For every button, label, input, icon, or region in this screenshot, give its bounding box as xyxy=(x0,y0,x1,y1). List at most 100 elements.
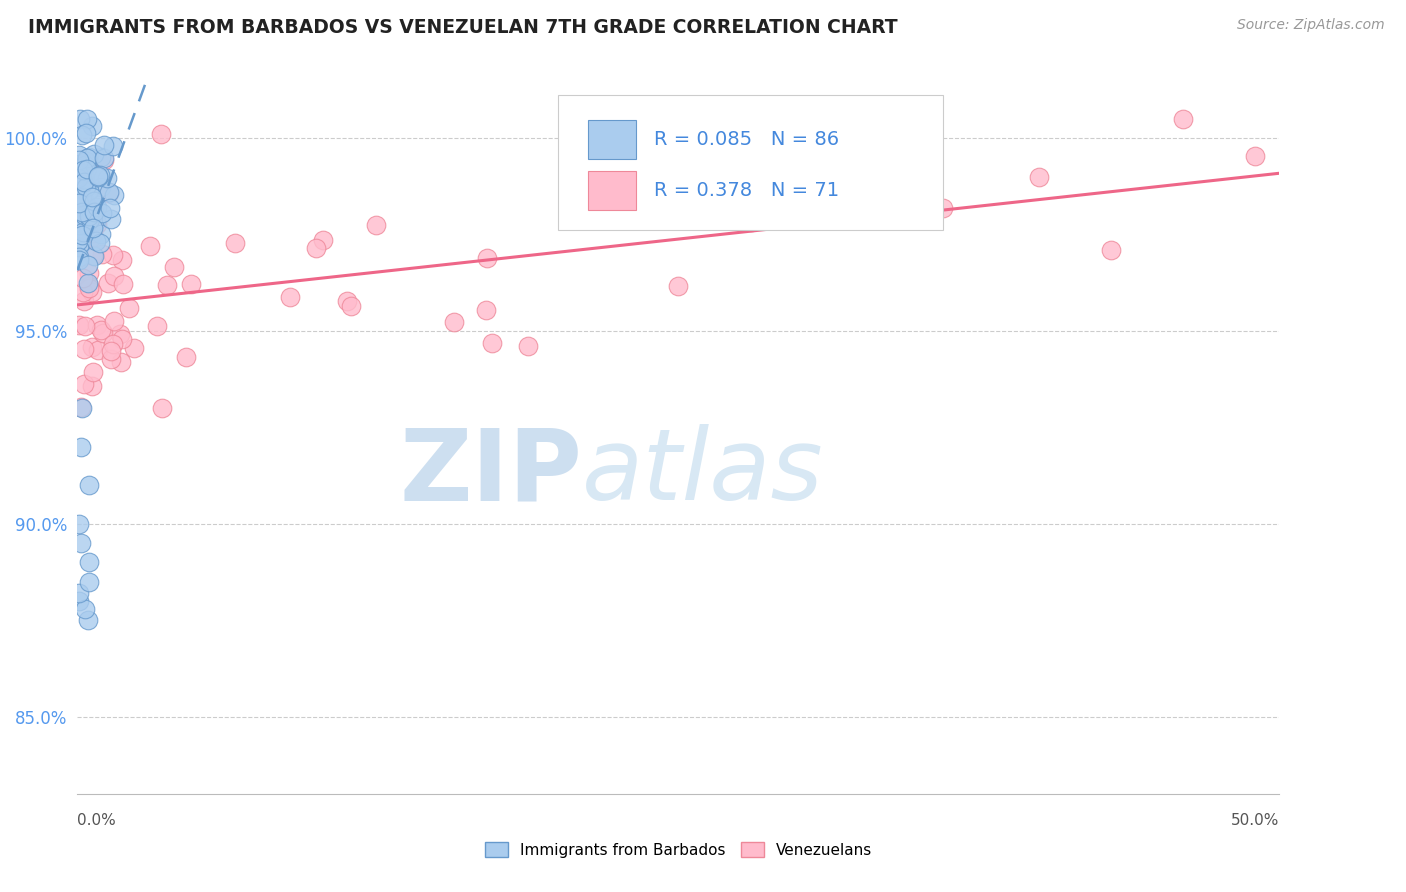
Point xyxy=(77,200,100,214)
Point xyxy=(80,189,103,203)
Point xyxy=(110,327,132,342)
Point xyxy=(96,171,118,186)
Point xyxy=(481,336,503,351)
Point xyxy=(70,204,93,219)
Point xyxy=(70,190,93,204)
Point xyxy=(103,314,125,328)
Point xyxy=(72,163,94,178)
Point xyxy=(91,206,114,220)
Point xyxy=(76,161,98,176)
Point xyxy=(82,119,104,133)
Point xyxy=(77,259,100,273)
Point xyxy=(103,187,125,202)
Text: atlas: atlas xyxy=(582,425,824,521)
Point xyxy=(1173,112,1195,126)
Point xyxy=(90,227,112,242)
Text: R = 0.378   N = 71: R = 0.378 N = 71 xyxy=(654,181,839,201)
Point xyxy=(111,277,134,292)
Point xyxy=(73,208,96,222)
Point xyxy=(932,201,955,215)
Point xyxy=(82,248,104,262)
Point xyxy=(67,252,90,267)
Point xyxy=(73,601,96,615)
Point xyxy=(77,279,100,293)
Point xyxy=(93,151,115,165)
Point xyxy=(82,220,104,235)
Point xyxy=(73,319,96,334)
Point xyxy=(72,161,94,175)
Point xyxy=(73,162,96,177)
Point xyxy=(97,277,120,291)
Point xyxy=(77,478,100,492)
Point xyxy=(73,172,96,186)
Point xyxy=(73,208,96,222)
Point xyxy=(475,302,498,317)
Point xyxy=(364,218,387,232)
Point xyxy=(66,166,89,180)
Point xyxy=(83,205,105,219)
Point xyxy=(477,252,499,266)
Point xyxy=(1099,243,1122,257)
Point xyxy=(443,315,465,329)
Point xyxy=(67,153,90,168)
Point xyxy=(163,260,186,274)
Point xyxy=(76,112,98,126)
Point xyxy=(787,200,810,214)
Point xyxy=(93,326,115,341)
Point xyxy=(79,211,101,226)
Point xyxy=(97,185,120,199)
Point xyxy=(66,211,89,225)
Point xyxy=(73,377,96,392)
FancyBboxPatch shape xyxy=(558,95,943,230)
Point xyxy=(86,169,108,184)
Point xyxy=(90,323,112,337)
Point xyxy=(72,128,94,142)
Point xyxy=(77,183,100,197)
Point xyxy=(66,187,89,202)
Text: ZIP: ZIP xyxy=(399,425,582,521)
Text: Source: ZipAtlas.com: Source: ZipAtlas.com xyxy=(1237,18,1385,32)
Point xyxy=(90,150,112,164)
Point xyxy=(67,196,90,211)
Point xyxy=(70,401,93,416)
Point xyxy=(86,200,108,214)
Point xyxy=(91,247,114,261)
Text: 50.0%: 50.0% xyxy=(1232,814,1279,828)
Point xyxy=(517,338,540,352)
Point xyxy=(80,340,103,354)
Point xyxy=(76,151,98,165)
Point xyxy=(86,343,108,357)
Point xyxy=(100,344,122,359)
Point xyxy=(70,194,93,208)
Point xyxy=(67,318,90,332)
Point xyxy=(67,234,90,248)
Point xyxy=(69,112,91,126)
Point xyxy=(73,342,96,356)
Point xyxy=(103,336,125,351)
Point xyxy=(76,613,98,627)
Point xyxy=(86,318,108,332)
Point xyxy=(117,301,139,316)
Point xyxy=(66,190,89,204)
Point xyxy=(73,225,96,239)
Point xyxy=(87,169,110,184)
Point xyxy=(93,153,115,168)
Point xyxy=(70,208,93,222)
Point xyxy=(67,516,90,531)
Point xyxy=(75,153,97,168)
Point xyxy=(70,228,93,243)
Point xyxy=(69,250,91,264)
Point xyxy=(101,138,124,153)
Point xyxy=(80,379,103,393)
Point xyxy=(110,355,132,369)
FancyBboxPatch shape xyxy=(588,171,637,211)
Point xyxy=(100,352,122,367)
Point xyxy=(98,201,121,215)
Point xyxy=(224,236,246,251)
Point xyxy=(69,157,91,171)
Point xyxy=(339,299,361,313)
Point xyxy=(312,233,335,247)
Point xyxy=(76,213,98,227)
Point xyxy=(77,556,100,570)
Point xyxy=(75,126,97,140)
